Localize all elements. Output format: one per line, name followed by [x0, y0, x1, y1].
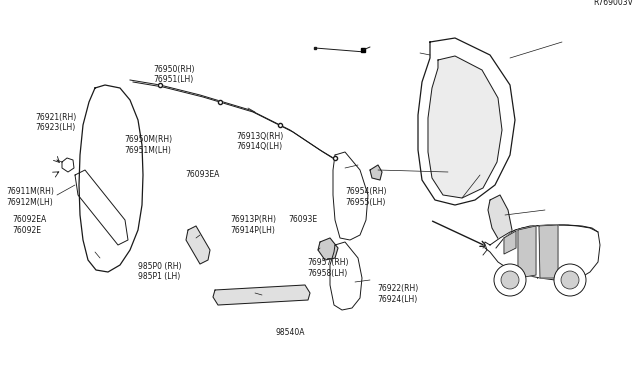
Polygon shape — [370, 165, 382, 180]
Text: 76093E: 76093E — [288, 215, 317, 224]
Circle shape — [554, 264, 586, 296]
Polygon shape — [518, 226, 536, 278]
Text: 76922(RH)
76924(LH): 76922(RH) 76924(LH) — [378, 284, 419, 304]
Polygon shape — [539, 225, 558, 278]
Text: 76950(RH)
76951(LH): 76950(RH) 76951(LH) — [154, 65, 195, 84]
Polygon shape — [330, 242, 362, 310]
Text: 76093EA: 76093EA — [186, 170, 220, 179]
Polygon shape — [75, 170, 128, 245]
Polygon shape — [213, 285, 310, 305]
Polygon shape — [333, 152, 368, 240]
Text: 76092EA
76092E: 76092EA 76092E — [13, 215, 47, 235]
Text: 76957(RH)
76958(LH): 76957(RH) 76958(LH) — [307, 258, 349, 278]
Text: 76950M(RH)
76951M(LH): 76950M(RH) 76951M(LH) — [125, 135, 173, 155]
Circle shape — [494, 264, 526, 296]
Polygon shape — [428, 56, 502, 198]
Polygon shape — [62, 158, 74, 172]
Polygon shape — [488, 195, 512, 242]
Text: 76913P(RH)
76914P(LH): 76913P(RH) 76914P(LH) — [230, 215, 276, 235]
Polygon shape — [186, 226, 210, 264]
Text: R769003V: R769003V — [594, 0, 634, 7]
Text: 76954(RH)
76955(LH): 76954(RH) 76955(LH) — [346, 187, 387, 207]
Circle shape — [561, 271, 579, 289]
Circle shape — [501, 271, 519, 289]
Text: 985P0 (RH)
985P1 (LH): 985P0 (RH) 985P1 (LH) — [138, 262, 181, 281]
Text: 76921(RH)
76923(LH): 76921(RH) 76923(LH) — [35, 113, 76, 132]
Polygon shape — [504, 231, 516, 254]
Polygon shape — [484, 225, 600, 280]
Text: 76913Q(RH)
76914Q(LH): 76913Q(RH) 76914Q(LH) — [237, 132, 284, 151]
Polygon shape — [318, 238, 338, 260]
Text: 98540A: 98540A — [275, 328, 305, 337]
Text: 76911M(RH)
76912M(LH): 76911M(RH) 76912M(LH) — [6, 187, 54, 207]
